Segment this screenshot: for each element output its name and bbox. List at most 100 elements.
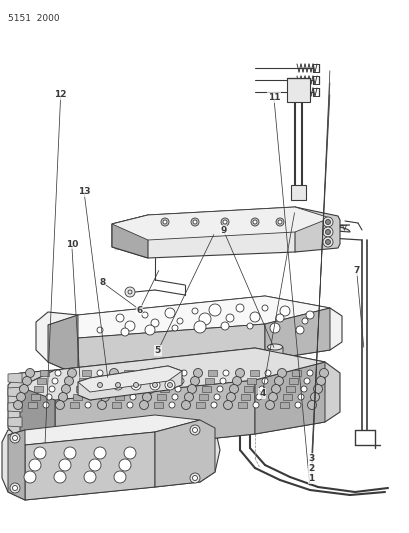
Circle shape [181,400,190,409]
Polygon shape [115,394,124,400]
Circle shape [119,459,131,471]
Polygon shape [112,207,329,258]
Text: 3: 3 [308,454,314,463]
Polygon shape [154,402,163,408]
Polygon shape [8,430,25,500]
Circle shape [265,400,274,409]
Circle shape [97,400,106,409]
Circle shape [277,368,286,377]
Circle shape [261,305,267,311]
Text: 2: 2 [308,464,314,473]
Circle shape [84,471,96,483]
Circle shape [139,370,145,376]
Polygon shape [291,370,300,376]
Polygon shape [73,394,82,400]
Circle shape [114,471,126,483]
Circle shape [301,318,307,324]
Circle shape [275,314,283,322]
Polygon shape [48,296,329,338]
Circle shape [49,386,55,392]
Circle shape [97,327,103,333]
Circle shape [131,380,141,390]
Polygon shape [34,386,43,392]
Circle shape [148,376,157,385]
Circle shape [249,312,259,322]
Circle shape [109,368,118,377]
Circle shape [222,370,229,376]
Circle shape [142,312,148,318]
Polygon shape [294,207,339,252]
Polygon shape [8,373,22,383]
Polygon shape [282,394,291,400]
Circle shape [55,370,61,376]
Circle shape [307,400,316,409]
Polygon shape [36,296,341,375]
Circle shape [229,384,238,393]
Circle shape [250,218,258,226]
Polygon shape [31,394,40,400]
Circle shape [322,237,332,247]
Circle shape [313,384,322,393]
Circle shape [319,368,328,377]
Polygon shape [8,402,22,412]
Circle shape [151,368,160,377]
Polygon shape [40,370,49,376]
Circle shape [226,392,235,401]
Circle shape [55,400,64,409]
Circle shape [127,402,133,408]
Circle shape [294,402,300,408]
Circle shape [216,386,222,392]
Polygon shape [2,415,220,500]
Polygon shape [8,417,22,427]
Circle shape [142,392,151,401]
Polygon shape [286,78,309,102]
Polygon shape [78,366,182,392]
Circle shape [193,368,202,377]
Circle shape [94,447,106,459]
Circle shape [277,220,281,224]
Text: 5151  2000: 5151 2000 [8,14,59,23]
Circle shape [295,326,303,334]
Circle shape [95,380,105,390]
Circle shape [271,384,280,393]
Circle shape [193,321,205,333]
Polygon shape [157,394,166,400]
Polygon shape [20,348,324,400]
Polygon shape [288,378,297,384]
Text: 6: 6 [136,306,142,314]
Polygon shape [264,308,329,360]
Circle shape [22,376,31,385]
Circle shape [13,400,22,409]
Polygon shape [55,380,254,455]
Text: 12: 12 [54,91,67,99]
Circle shape [268,392,277,401]
Polygon shape [25,432,155,500]
Polygon shape [8,387,22,397]
Circle shape [29,459,41,471]
Polygon shape [79,378,88,384]
Circle shape [163,220,166,224]
Polygon shape [112,215,148,258]
Circle shape [178,378,184,384]
Circle shape [252,402,258,408]
Ellipse shape [267,344,282,350]
Polygon shape [254,362,324,434]
Circle shape [43,402,49,408]
Circle shape [175,386,180,392]
Circle shape [193,220,196,224]
Circle shape [152,383,157,387]
Polygon shape [246,378,255,384]
Polygon shape [166,370,175,376]
Circle shape [325,220,330,224]
Circle shape [150,380,160,390]
Circle shape [97,370,103,376]
Circle shape [124,447,136,459]
Polygon shape [207,370,216,376]
Circle shape [169,402,175,408]
Circle shape [100,392,109,401]
Text: 10: 10 [65,240,78,248]
Text: 1: 1 [308,474,314,483]
Circle shape [64,376,73,385]
Polygon shape [78,366,182,400]
Circle shape [24,471,36,483]
